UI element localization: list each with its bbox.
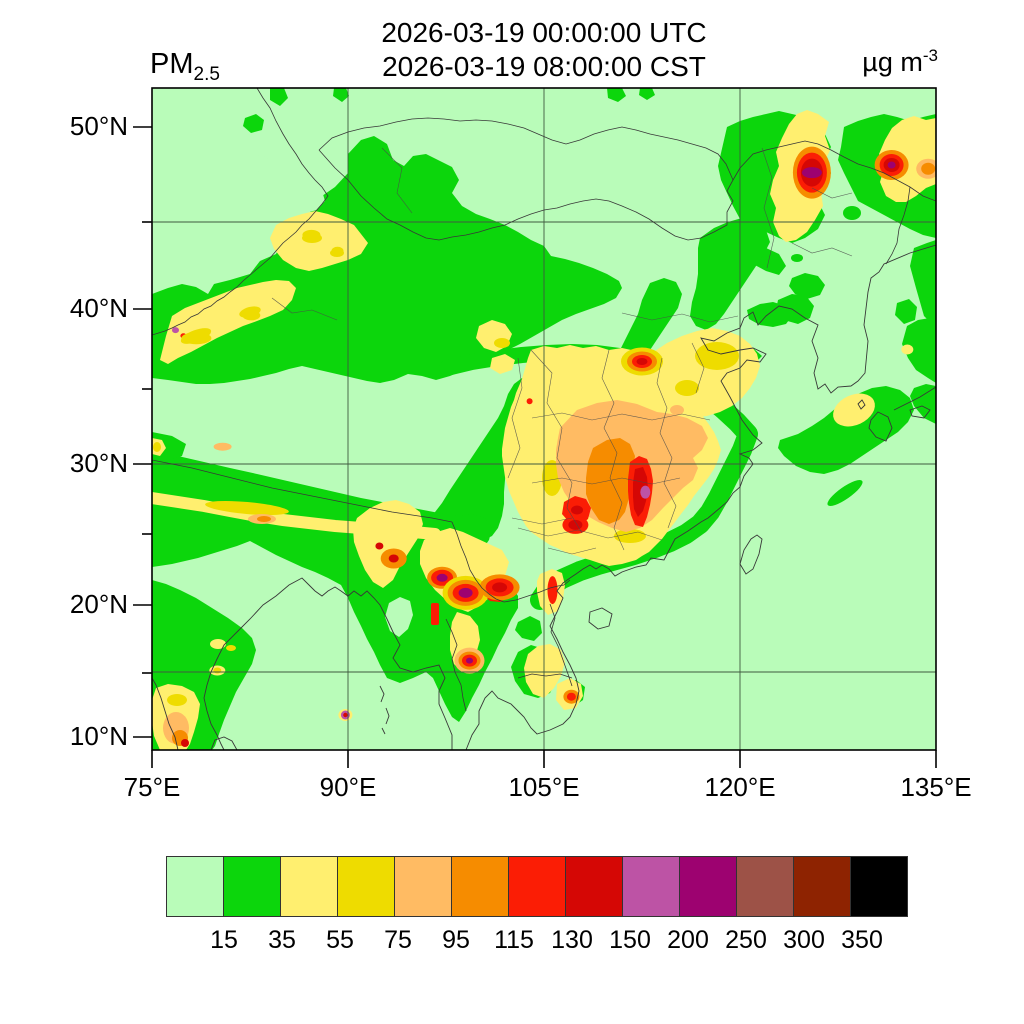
colorbar-tick-label: 115	[494, 926, 534, 954]
hotspot-northeast-china-primary	[801, 167, 822, 179]
hotspot-shanxi	[636, 358, 648, 365]
title-utc: 2026-03-19 00:00:00 UTC	[381, 17, 707, 48]
latlon-grid	[152, 88, 936, 750]
colorbar-cell	[736, 856, 794, 917]
colorbar-tick-label: 35	[268, 926, 296, 954]
hotspot-yunnan-border	[492, 582, 508, 593]
colorbar	[166, 856, 908, 917]
variable-label: PM2.5	[150, 48, 220, 85]
title-cst: 2026-03-19 08:00:00 CST	[382, 51, 706, 82]
colorbar-cell	[508, 856, 566, 917]
map-area	[152, 88, 936, 750]
hotspot-hunan-core	[640, 485, 651, 499]
lon-tick-label: 135°E	[900, 772, 972, 802]
hotspot-myanmar-south	[466, 657, 473, 664]
lat-tick-label: 30°N	[69, 448, 128, 478]
hotspot-dzungaria-gold-1	[302, 229, 321, 240]
lon-tick-label: 75°E	[123, 772, 181, 802]
low-concentration-holes	[245, 154, 413, 637]
variable-label-subscript: 2.5	[193, 63, 220, 85]
lat-tick-label: 40°N	[69, 293, 128, 323]
colorbar-cell	[223, 856, 281, 917]
hotspot-northeast-india	[388, 554, 399, 563]
lat-tick-label: 20°N	[69, 589, 128, 619]
colorbar-cell	[793, 856, 851, 917]
colorbar-cell	[337, 856, 395, 917]
hotspot-guizhou	[568, 519, 583, 530]
hotspot-myanmar-north	[436, 573, 448, 582]
colorbar-cell	[451, 856, 509, 917]
axis-ticks	[133, 126, 937, 768]
hotspot-dzungaria-gold-2	[331, 246, 344, 255]
colorbar-cell	[280, 856, 338, 917]
lon-tick-label: 105°E	[508, 772, 580, 802]
colorbar-cell	[166, 856, 224, 917]
colorbar-tick-label: 150	[609, 926, 651, 954]
colorbar-cell	[394, 856, 452, 917]
hotspot-myanmar-shan	[458, 587, 473, 598]
hotspot-sea-of-japan-dot	[901, 344, 914, 355]
units-exponent: -3	[922, 46, 938, 65]
plot-title: 2026-03-19 00:00:00 UTC 2026-03-19 08:00…	[244, 16, 844, 84]
colorbar-tick-label: 95	[442, 926, 470, 954]
colorbar-tick-label: 300	[783, 926, 825, 954]
hotspot-south-indochina	[566, 692, 576, 701]
colorbar-cell	[679, 856, 737, 917]
colorbar-tick-label: 75	[384, 926, 412, 954]
hotspot-assam	[375, 542, 384, 550]
colorbar-cell	[622, 856, 680, 917]
hotspot-tarim-gold-2	[242, 310, 261, 321]
hotspot-north-vietnam-bar	[547, 576, 558, 605]
hotspot-northeast-china-secondary	[887, 161, 896, 169]
hotspot-himalaya-west-orange	[213, 442, 232, 451]
hotspot-tarim-orchid-dot	[172, 327, 179, 334]
colorbar-cell	[850, 856, 908, 917]
pollution-hotspots	[172, 146, 936, 721]
lon-tick-label: 120°E	[704, 772, 776, 802]
colorbar-cell	[565, 856, 623, 917]
hotspot-tarim-gold-1	[181, 332, 212, 345]
hotspot-india-coast-yellow	[213, 667, 222, 674]
colorbar-tick-label: 200	[667, 926, 709, 954]
colorbar-tick-label: 55	[326, 926, 354, 954]
colorbar-tick-label: 15	[210, 926, 238, 954]
lat-tick-label: 10°N	[69, 721, 128, 751]
hotspot-bay-of-bengal-dot	[343, 712, 348, 718]
coastlines-and-borders	[152, 88, 936, 750]
colorbar-tick-label: 350	[841, 926, 883, 954]
units-label: µg m-3	[862, 46, 938, 77]
lon-tick-label: 90°E	[319, 772, 377, 802]
colorbar-tick-label: 250	[725, 926, 767, 954]
hotspot-gansu-dot	[526, 398, 533, 405]
colorbar-tick-label: 130	[551, 926, 593, 954]
lat-tick-label: 50°N	[69, 111, 128, 141]
hotspot-far-east-edge	[921, 162, 936, 175]
